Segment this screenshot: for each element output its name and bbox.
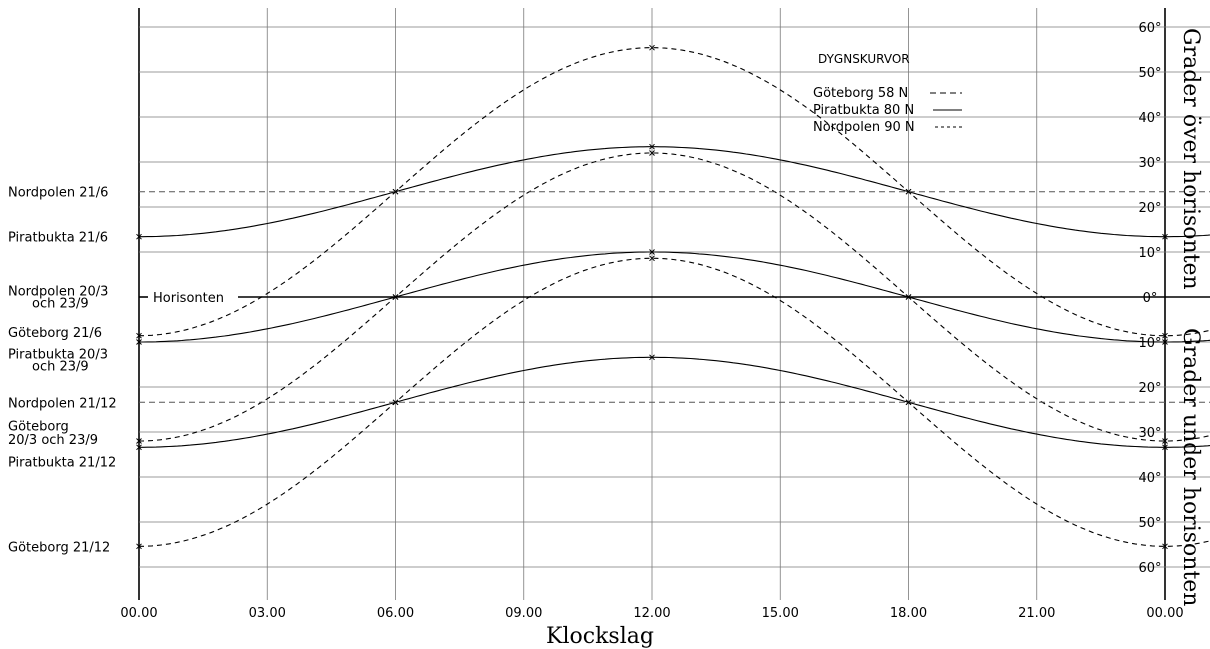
- y-axis-title-upper: Grader över horisonten: [1178, 28, 1203, 290]
- y-tick-label: 50°: [1138, 516, 1161, 531]
- y-axis-title-lower: Grader under horisonten: [1178, 328, 1203, 606]
- row-label: Nordpolen 21/6: [8, 186, 108, 201]
- data-point: [1162, 543, 1168, 550]
- data-point: [905, 188, 912, 195]
- data-point: [392, 294, 399, 300]
- data-point: [649, 249, 655, 255]
- data-point: [649, 143, 655, 150]
- y-tick-label: 60°: [1138, 21, 1161, 36]
- data-point: [649, 354, 655, 361]
- data-point: [1162, 332, 1168, 339]
- data-point: [905, 294, 912, 300]
- y-tick-label: 50°: [1138, 66, 1161, 81]
- data-point: [392, 188, 399, 195]
- series-curve: [139, 146, 1210, 238]
- x-tick-label: 12.00: [633, 606, 670, 621]
- y-tick-label: 60°: [1138, 561, 1161, 576]
- data-point: [649, 150, 655, 156]
- data-point: [649, 44, 655, 51]
- y-tick-label: 20°: [1138, 201, 1161, 216]
- data-point: [1162, 444, 1168, 451]
- data-point: [136, 438, 142, 444]
- row-label: Piratbukta 20/3: [8, 347, 108, 362]
- legend-entry-nordpolen: Nordpolen 90 N: [813, 120, 915, 135]
- data-point: [136, 332, 142, 339]
- y-tick-label: 0°: [1143, 291, 1158, 306]
- y-tick-label: 10°: [1138, 336, 1161, 351]
- data-point: [905, 399, 912, 406]
- series-curve: [139, 251, 1210, 343]
- data-point: [1162, 438, 1168, 444]
- y-tick-label: 10°: [1138, 246, 1161, 261]
- data-point: [392, 399, 399, 406]
- legend-entry-goteborg: Göteborg 58 N: [813, 86, 908, 101]
- labels: 00.00 03.00 06.00 09.00 12.00 15.00 18.00 21.00…: [8, 21, 1184, 621]
- series-curve: [139, 356, 1210, 448]
- x-axis-title: Klockslag: [546, 624, 654, 649]
- curves: [139, 47, 1210, 547]
- x-tick-label: 18.00: [890, 606, 927, 621]
- row-label: Göteborg 21/6: [8, 326, 102, 341]
- row-label: Göteborg 21/12: [8, 540, 110, 555]
- row-label: Nordpolen 21/12: [8, 396, 117, 411]
- data-point: [136, 543, 142, 550]
- data-point: [1162, 233, 1168, 240]
- row-label: Piratbukta 21/6: [8, 231, 108, 246]
- data-point: [136, 233, 142, 240]
- row-label: och 23/9: [32, 296, 89, 311]
- row-label: och 23/9: [32, 359, 89, 374]
- markers: [136, 44, 1168, 550]
- y-tick-label: 20°: [1138, 381, 1161, 396]
- grid: [138, 8, 1210, 600]
- y-tick-label: 40°: [1138, 111, 1161, 126]
- data-point: [136, 339, 142, 345]
- row-label: Nordpolen 20/3: [8, 284, 108, 299]
- legend-title: DYGNSKURVOR: [818, 52, 910, 66]
- x-tick-label: 00.00: [120, 606, 157, 621]
- data-point: [649, 255, 655, 262]
- row-label: 20/3 och 23/9: [8, 433, 98, 448]
- legend: DYGNSKURVOR Göteborg 58 N Piratbukta 80 …: [813, 52, 962, 135]
- horizon-label: Horisonten: [153, 291, 224, 306]
- x-tick-label: 06.00: [377, 606, 414, 621]
- x-tick-label: 03.00: [249, 606, 286, 621]
- x-tick-label: 15.00: [762, 606, 799, 621]
- x-tick-label: 21.00: [1018, 606, 1055, 621]
- data-point: [1162, 339, 1168, 345]
- x-tick-label: 00.00: [1146, 606, 1183, 621]
- data-point: [136, 444, 142, 451]
- y-tick-label: 30°: [1138, 156, 1161, 171]
- row-label: Göteborg: [8, 419, 69, 434]
- x-tick-label: 09.00: [505, 606, 542, 621]
- legend-entry-piratbukta: Piratbukta 80 N: [813, 103, 914, 118]
- y-tick-label: 30°: [1138, 426, 1161, 441]
- row-label: Piratbukta 21/12: [8, 455, 116, 470]
- y-tick-label: 40°: [1138, 471, 1161, 486]
